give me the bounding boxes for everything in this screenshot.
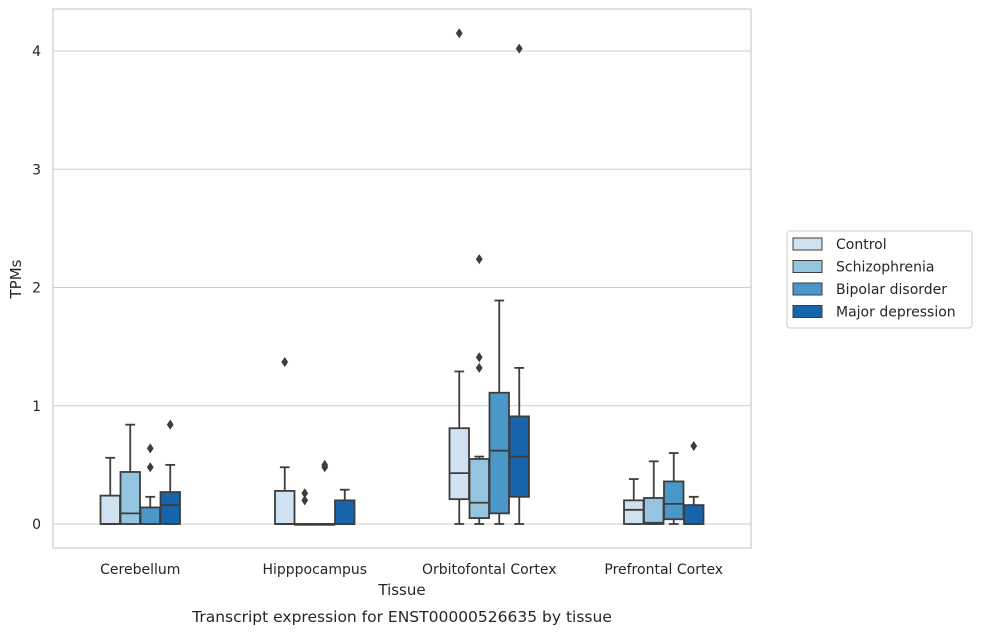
outlier-point (166, 419, 174, 430)
box-body (334, 499, 356, 525)
x-tick-label: Cerebellum (100, 562, 180, 578)
outlier-point (455, 28, 463, 39)
x-axis-title: Tissue (377, 581, 425, 599)
outlier-point (475, 352, 483, 363)
outlier-point (146, 462, 154, 473)
outlier-point (515, 43, 523, 54)
box-body (683, 504, 705, 525)
box-1-3 (334, 488, 356, 525)
box-0-2 (139, 443, 161, 525)
box-3-3 (683, 440, 705, 525)
box-0-1 (119, 423, 141, 525)
box-2-3 (508, 43, 530, 525)
box-body (663, 480, 685, 521)
y-axis-title: TPMs (7, 259, 25, 299)
y-tick-label: 2 (32, 281, 41, 297)
box-body (448, 427, 470, 501)
outlier-point (475, 254, 483, 265)
outlier-point (281, 356, 289, 367)
box-0-3 (159, 419, 181, 525)
legend-label: Schizophrenia (836, 260, 934, 276)
legend-label: Major depression (836, 305, 956, 321)
outlier-point (301, 488, 309, 499)
outlier-point (321, 459, 329, 470)
legend-frame (786, 230, 973, 329)
legend-swatch (792, 305, 823, 318)
box-groups (99, 28, 705, 526)
legend-label: Bipolar disorder (836, 282, 947, 298)
x-tick-label: Hipppocampus (262, 562, 367, 578)
y-tick-label: 1 (32, 399, 41, 415)
box-1-2 (314, 459, 336, 526)
chart-caption: Transcript expression for ENST0000052663… (191, 608, 612, 626)
box-1-1 (294, 488, 316, 526)
box-0-0 (99, 456, 121, 525)
x-tick-label: Prefrontal Cortex (604, 562, 723, 578)
outlier-point (475, 362, 483, 373)
box-body (468, 458, 490, 519)
box-2-2 (488, 299, 510, 525)
outlier-point (146, 443, 154, 454)
x-tick-label: Orbitofontal Cortex (422, 562, 557, 578)
box-body (159, 491, 181, 525)
box-body (488, 391, 510, 515)
box-3-0 (623, 478, 645, 525)
legend: Control Schizophrenia Bipolar disorder Majo… (786, 230, 973, 329)
box-2-1 (468, 254, 490, 525)
box-body (139, 506, 161, 525)
legend-swatch (792, 237, 823, 251)
box-2-0 (448, 28, 470, 525)
plot-frame (52, 8, 752, 549)
box-1-0 (274, 356, 296, 525)
box-body (119, 471, 141, 525)
y-tick-labels: 0 1 2 3 4 (32, 44, 41, 533)
legend-label: Control (836, 237, 887, 253)
box-body (274, 489, 296, 525)
y-tick-label: 3 (32, 162, 41, 178)
box-body (623, 499, 645, 525)
box-3-1 (643, 460, 665, 525)
x-tick-labels: Cerebellum Hipppocampus Orbitofontal Corte… (100, 562, 723, 578)
box-3-2 (663, 452, 685, 525)
y-tick-label: 0 (32, 517, 41, 533)
grid-lines (53, 50, 751, 525)
outlier-point (301, 495, 309, 506)
outlier-point (690, 440, 698, 451)
legend-swatch (792, 260, 823, 273)
legend-swatch (792, 282, 823, 296)
box-body (99, 494, 121, 525)
box-body (643, 497, 665, 525)
y-tick-label: 4 (32, 44, 41, 60)
